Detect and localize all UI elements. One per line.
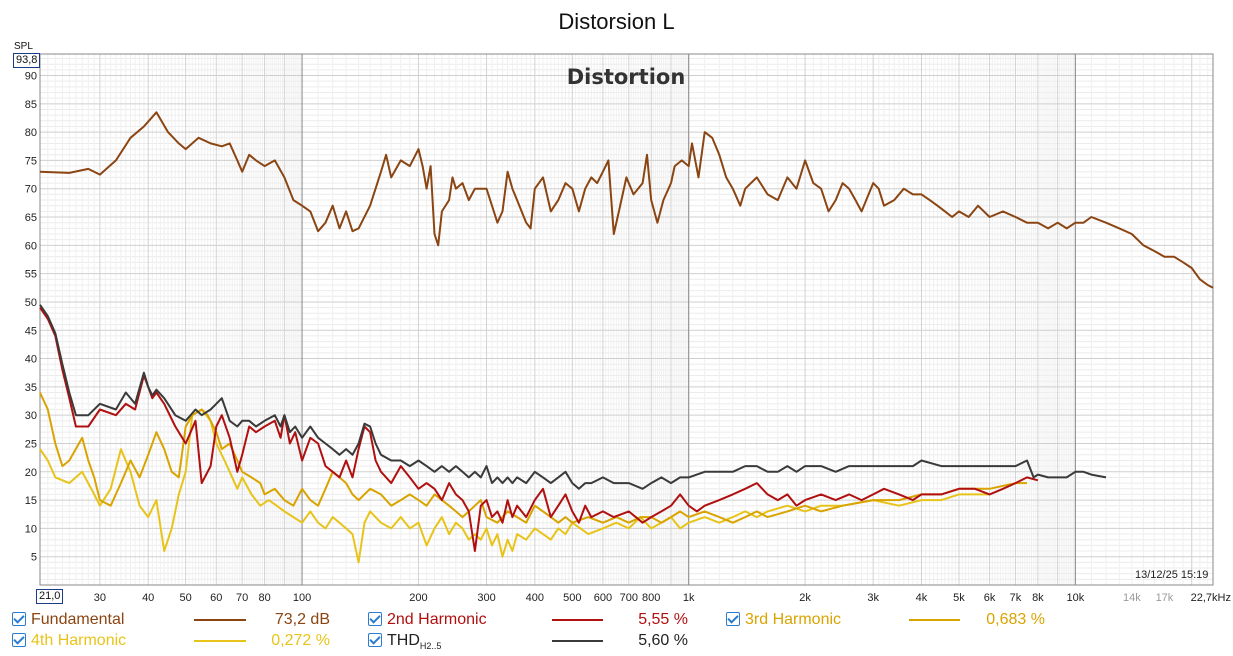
legend-checkbox-fundamental[interactable] <box>12 612 26 626</box>
legend-value-thd: 5,60 % <box>638 632 688 649</box>
y-tick-label: 50 <box>25 297 37 309</box>
legend-value-4th-harmonic: 0,272 % <box>271 632 330 649</box>
x-tick-label: 300 <box>477 592 495 604</box>
x-axis-tick-labels: 30 40 50 60 70 80 100 200 300 400 500 600 700 800 1k 2k… <box>94 592 1231 604</box>
y-tick-label: 25 <box>25 438 37 450</box>
y-tick-label: 20 <box>25 467 37 479</box>
x-tick-label: 50 <box>180 592 192 604</box>
x-tick-label: 17k <box>1156 592 1174 604</box>
legend-name: 3rd Harmonic <box>745 611 842 628</box>
legend-checkbox-thd[interactable] <box>368 633 382 647</box>
legend-name: 4th Harmonic <box>31 632 127 649</box>
legend-swatch-fundamental <box>194 619 246 621</box>
y-tick-label: 35 <box>25 382 37 394</box>
y-tick-label: 30 <box>25 410 37 422</box>
window-title: Distorsion L <box>558 9 675 34</box>
y-tick-label: 85 <box>25 99 37 111</box>
x-tick-label: 80 <box>258 592 270 604</box>
y-tick-label: 10 <box>25 523 37 535</box>
x-tick-label: 6k <box>984 592 996 604</box>
x-tick-label: 40 <box>142 592 154 604</box>
legend-value-3rd-harmonic: 0,683 % <box>986 611 1045 628</box>
legend-swatch-2nd-harmonic <box>552 619 603 621</box>
y-axis-tick-labels: 5 10 15 20 25 30 35 40 45 50 55 60 65 70 75 80 85 90 <box>25 71 37 564</box>
chart-title: Distortion <box>567 65 686 89</box>
y-tick-label: 55 <box>25 269 37 281</box>
x-axis-min-readout[interactable]: 21,0 <box>36 589 64 604</box>
series-lines <box>39 111 1214 564</box>
x-tick-label: 600 <box>594 592 612 604</box>
legend-name: Fundamental <box>31 611 125 628</box>
y-tick-label: 90 <box>25 71 37 83</box>
legend-name: 2nd Harmonic <box>387 611 487 628</box>
legend-value-fundamental: 73,2 dB <box>274 611 330 628</box>
legend-name: THD <box>387 632 420 649</box>
y-tick-label: 5 <box>31 552 37 564</box>
x-tick-label: 10k <box>1066 592 1084 604</box>
legend-swatch-4th-harmonic <box>194 640 246 642</box>
x-tick-label: 700 <box>620 592 638 604</box>
legend-value-2nd-harmonic: 5,55 % <box>638 611 688 628</box>
series-line-4th-harmonic <box>39 408 990 564</box>
series-line-thd <box>39 304 1107 490</box>
minor-grid <box>39 54 1213 585</box>
x-tick-label: 500 <box>563 592 581 604</box>
y-tick-label: 40 <box>25 354 37 366</box>
x-tick-label: 30 <box>94 592 106 604</box>
x-tick-label: 200 <box>409 592 427 604</box>
series-line-3rd-harmonic <box>39 392 1027 524</box>
legend-checkbox-2nd-harmonic[interactable] <box>368 612 382 626</box>
series-line-2nd-harmonic <box>39 307 1039 552</box>
y-unit-label: SPL <box>14 41 33 52</box>
x-tick-label: 5k <box>953 592 965 604</box>
y-tick-label: 70 <box>25 184 37 196</box>
y-tick-label: 45 <box>25 325 37 337</box>
y-tick-label: 75 <box>25 155 37 167</box>
x-tick-label: 4k <box>916 592 928 604</box>
x-tick-label: 100 <box>293 592 311 604</box>
x-tick-label: 2k <box>799 592 811 604</box>
x-tick-label: 8k <box>1032 592 1044 604</box>
x-tick-label: 14k <box>1123 592 1141 604</box>
timestamp: 13/12/25 15:19 <box>1135 569 1209 581</box>
legend-label-4th-harmonic: 4th Harmonic <box>31 632 126 650</box>
x-tick-label: 400 <box>526 592 544 604</box>
x-tick-label: 7k <box>1010 592 1022 604</box>
y-tick-label: 15 <box>25 495 37 507</box>
legend-name-subscript: H2..5 <box>419 641 442 652</box>
legend-swatch-3rd-harmonic <box>909 619 960 621</box>
y-axis-max-readout[interactable]: 93,8 <box>13 53 41 68</box>
legend-swatch-thd <box>552 640 603 642</box>
x-tick-label: 1k <box>683 592 695 604</box>
legend-checkbox-3rd-harmonic[interactable] <box>726 612 740 626</box>
x-tick-label: 3k <box>867 592 879 604</box>
legend-label-3rd-harmonic: 3rd Harmonic <box>745 611 841 629</box>
y-tick-label: 65 <box>25 212 37 224</box>
legend-label-thd: THDH2..5 <box>387 632 441 651</box>
legend-label-fundamental: Fundamental <box>31 611 124 629</box>
legend-label-2nd-harmonic: 2nd Harmonic <box>387 611 487 629</box>
x-tick-label: 70 <box>236 592 248 604</box>
y-tick-label: 60 <box>25 240 37 252</box>
legend-checkbox-4th-harmonic[interactable] <box>12 633 26 647</box>
x-tick-label: 22,7kHz <box>1191 592 1231 604</box>
plot-frame <box>39 53 1214 586</box>
series-line-fundamental <box>39 111 1214 289</box>
major-grid <box>40 54 1213 585</box>
x-tick-label: 60 <box>210 592 222 604</box>
y-tick-label: 80 <box>25 127 37 139</box>
x-tick-label: 800 <box>642 592 660 604</box>
